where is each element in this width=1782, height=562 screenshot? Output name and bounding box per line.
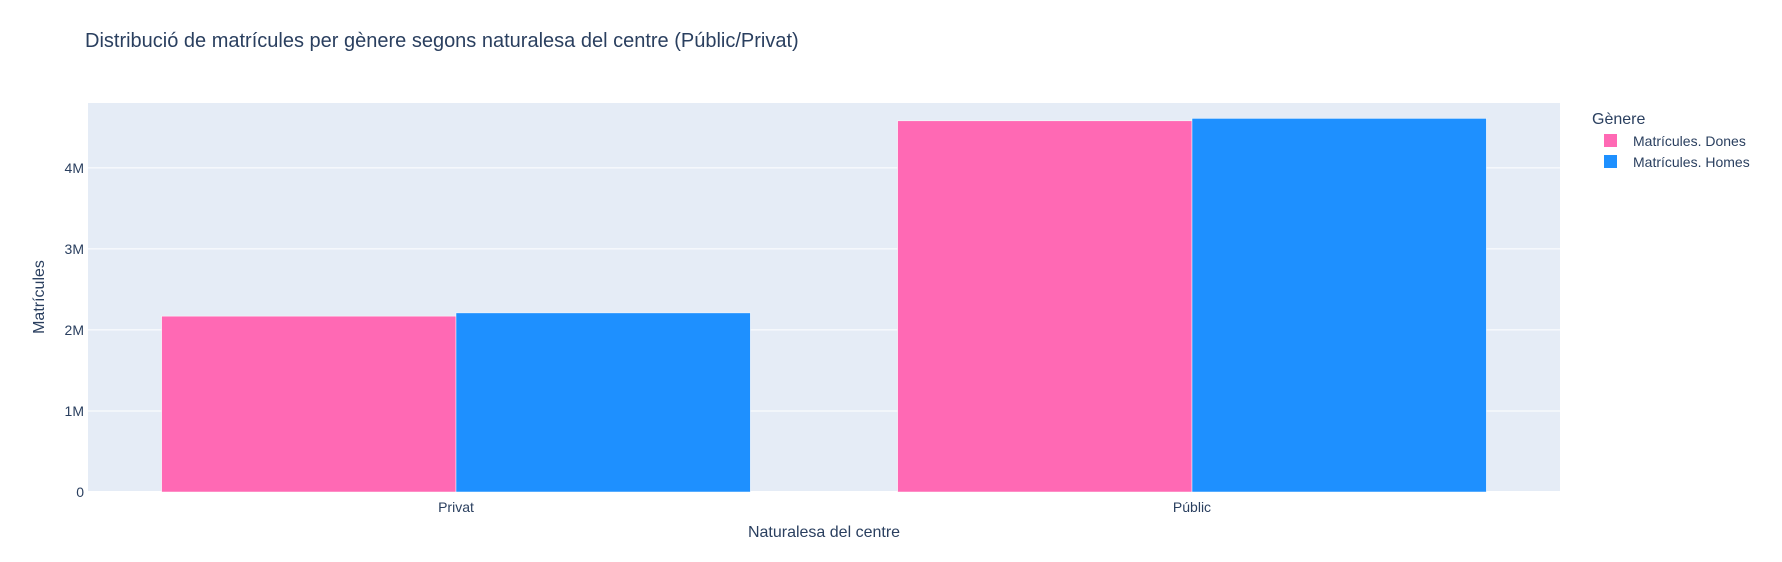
legend-title: Gènere xyxy=(1592,111,1645,128)
legend-item[interactable]: Matrícules. Homes xyxy=(1604,154,1750,170)
y-axis-title: Matrícules xyxy=(31,260,48,334)
y-axis-ticks: 0 1M 2M 3M 4M xyxy=(65,160,85,500)
legend[interactable]: Gènere Matrícules. Dones Matrícules. Home… xyxy=(1592,111,1750,170)
legend-label: Matrícules. Homes xyxy=(1633,154,1750,170)
y-tick-label: 4M xyxy=(65,160,84,176)
x-tick-label: Públic xyxy=(1173,499,1211,515)
y-tick-label: 3M xyxy=(65,241,84,257)
chart-title: Distribució de matrícules per gènere seg… xyxy=(85,30,799,52)
x-axis-title: Naturalesa del centre xyxy=(748,524,900,541)
bar-matr-cules-homes-p-blic[interactable] xyxy=(1191,118,1487,493)
x-tick-label: Privat xyxy=(438,499,474,515)
bar-matr-cules-homes-privat[interactable] xyxy=(455,312,751,493)
legend-swatch xyxy=(1604,134,1617,147)
bars xyxy=(161,118,1487,493)
bar-matr-cules-dones-privat[interactable] xyxy=(161,315,457,493)
y-tick-label: 1M xyxy=(65,403,84,419)
legend-swatch xyxy=(1604,155,1617,168)
x-axis-ticks: Privat Públic xyxy=(438,499,1211,515)
y-tick-label: 2M xyxy=(65,322,84,338)
bar-matr-cules-dones-p-blic[interactable] xyxy=(897,120,1193,493)
y-tick-label: 0 xyxy=(76,484,84,500)
legend-label: Matrícules. Dones xyxy=(1633,133,1746,149)
legend-item[interactable]: Matrícules. Dones xyxy=(1604,133,1746,149)
